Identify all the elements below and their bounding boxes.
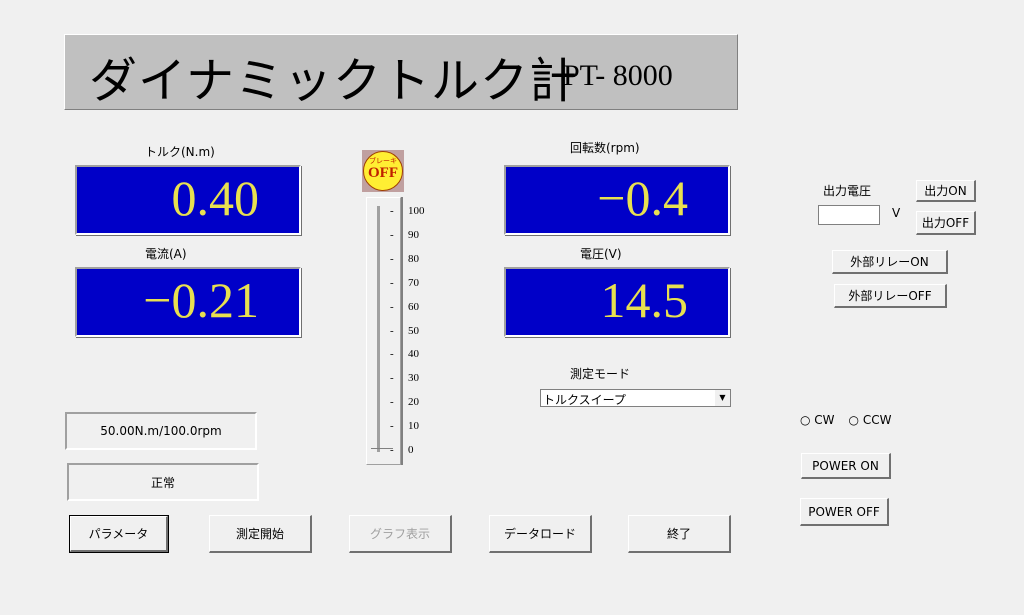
slider-tick-label: 100: [408, 205, 425, 217]
slider-tick-label: 0: [408, 444, 414, 456]
torque-display: 0.40: [75, 165, 301, 235]
slider-tick: -90: [390, 228, 419, 241]
ccw-label: CCW: [862, 413, 892, 427]
slider-tick: -100: [390, 205, 425, 217]
app-title: ダイナミックトルク計: [89, 53, 579, 109]
voltage-unit: V: [892, 206, 901, 220]
slider-tick-label: 30: [408, 372, 419, 385]
slider-tick: -20: [390, 396, 419, 409]
cw-label: CW: [814, 413, 835, 427]
range-status: 50.00N.m/100.0rpm: [65, 412, 257, 450]
slider-tick: -10: [390, 420, 419, 433]
mode-label: 測定モード: [570, 367, 631, 381]
output-voltage-input[interactable]: [818, 205, 880, 225]
output-off-button[interactable]: 出力OFF: [916, 211, 976, 235]
start-measurement-button[interactable]: 測定開始: [209, 515, 312, 553]
torque-label: トルク(N.m): [145, 145, 215, 159]
brake-top-text: ブレーキ: [369, 157, 397, 165]
slider-tick: -50: [390, 324, 419, 337]
graph-display-button[interactable]: グラフ表示: [349, 515, 452, 553]
output-on-button[interactable]: 出力ON: [916, 180, 976, 202]
ccw-radio[interactable]: ○ CCW: [848, 413, 892, 427]
slider-tick-label: 70: [408, 276, 419, 289]
power-on-button[interactable]: POWER ON: [801, 453, 891, 479]
voltage-label: 電圧(V): [580, 247, 622, 261]
slider[interactable]: [366, 197, 401, 465]
slider-tick-label: 40: [408, 348, 419, 361]
slider-tick-label: 80: [408, 252, 419, 265]
brake-state-text: OFF: [368, 165, 398, 181]
rpm-label: 回転数(rpm): [570, 141, 640, 155]
relay-on-button[interactable]: 外部リレーON: [832, 250, 948, 274]
slider-tick-label: 60: [408, 300, 419, 313]
slider-tick: -80: [390, 252, 419, 265]
slider-tick-label: 20: [408, 396, 419, 409]
slider-tick: -70: [390, 276, 419, 289]
chevron-down-icon[interactable]: ▼: [715, 390, 730, 406]
exit-button[interactable]: 終了: [628, 515, 731, 553]
brake-icon: ブレーキ OFF: [363, 151, 403, 191]
slider-tick-label: 50: [408, 324, 419, 337]
power-off-button[interactable]: POWER OFF: [800, 498, 889, 526]
data-load-button[interactable]: データロード: [489, 515, 592, 553]
voltage-display: 14.5: [504, 267, 730, 337]
slider-tick: -0: [390, 444, 414, 456]
mode-select[interactable]: トルクスイープ ▼: [540, 389, 731, 407]
slider-tick: -60: [390, 300, 419, 313]
slider-divider: [401, 197, 403, 465]
slider-tick-label: 10: [408, 420, 419, 433]
relay-off-button[interactable]: 外部リレーOFF: [834, 284, 947, 308]
cw-radio[interactable]: ○ CW: [800, 413, 835, 427]
model-name: PT- 8000: [563, 59, 673, 92]
current-label: 電流(A): [145, 247, 187, 261]
slider-track: [377, 206, 380, 452]
mode-selected: トルクスイープ: [543, 393, 626, 407]
slider-thumb[interactable]: [371, 448, 393, 453]
current-display: −0.21: [75, 267, 301, 337]
rpm-display: −0.4: [504, 165, 730, 235]
brake-indicator[interactable]: ブレーキ OFF: [362, 150, 404, 192]
title-banner: ダイナミックトルク計 PT- 8000: [64, 34, 738, 110]
slider-tick-label: 90: [408, 228, 419, 241]
slider-tick: -30: [390, 372, 419, 385]
direction-group: ○ CW ○ CCW: [800, 413, 891, 427]
status-text: 正常: [67, 463, 259, 501]
slider-tick: -40: [390, 348, 419, 361]
parameters-button[interactable]: パラメータ: [69, 515, 169, 553]
output-voltage-label: 出力電圧: [823, 184, 872, 198]
